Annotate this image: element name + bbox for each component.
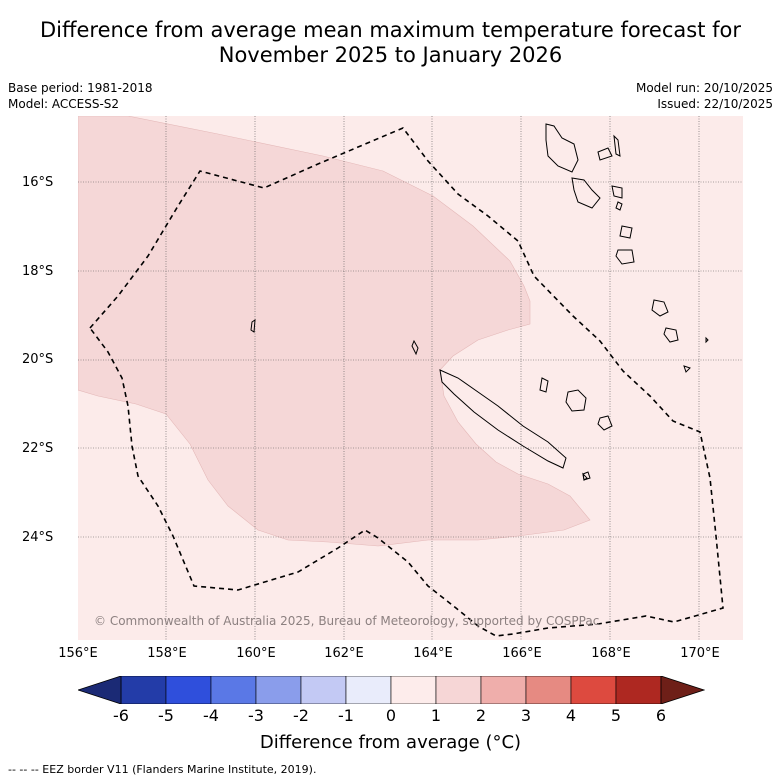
lon-label: 168°E (591, 646, 631, 661)
lat-label: 18°S (22, 264, 54, 279)
lat-label: 16°S (22, 175, 54, 190)
colorbar-tick: 0 (385, 706, 397, 725)
new-caledonia-grande-terre (439, 369, 567, 469)
lon-label: 160°E (236, 646, 276, 661)
map-title: Difference from average mean maximum tem… (0, 18, 781, 68)
colorbar-swatch (300, 676, 347, 704)
colorbar-tick: -5 (158, 706, 174, 725)
meta-left: Base period: 1981-2018 Model: ACCESS-S2 (8, 80, 153, 112)
colorbar-swatch (525, 676, 572, 704)
colorbar-tick: -4 (203, 706, 219, 725)
forecast-map (78, 116, 743, 640)
colorbar-tick: -6 (113, 706, 129, 725)
lat-label: 22°S (22, 441, 54, 456)
tanna (651, 299, 669, 317)
colorbar-swatch (255, 676, 302, 704)
malakula (571, 177, 601, 209)
colorbar-swatch (165, 676, 212, 704)
pentecost (613, 134, 621, 157)
colorbar (78, 676, 705, 704)
model-name: Model: ACCESS-S2 (8, 97, 120, 111)
lon-label: 158°E (147, 646, 187, 661)
meta-right: Model run: 20/10/2025 Issued: 22/10/2025 (636, 80, 773, 112)
colorbar-swatch (480, 676, 527, 704)
ambrym (611, 185, 623, 199)
colorbar-tick: 5 (610, 706, 622, 725)
colorbar-under-arrow (78, 676, 122, 704)
lifou-island (565, 389, 587, 412)
colorbar-swatches (120, 676, 662, 704)
efate (619, 225, 633, 239)
lat-label: 20°S (22, 352, 54, 367)
colorbar-swatch (570, 676, 617, 704)
maewo (597, 147, 613, 161)
mare-island (597, 415, 613, 431)
title-line-1: Difference from average mean maximum tem… (40, 18, 741, 42)
colorbar-tick: 4 (565, 706, 577, 725)
lon-label: 162°E (324, 646, 364, 661)
colorbar-tick: 2 (475, 706, 487, 725)
colorbar-tick: -2 (293, 706, 309, 725)
colorbar-tick: 3 (520, 706, 532, 725)
colorbar-tick: 6 (655, 706, 667, 725)
colorbar-tick: 1 (430, 706, 442, 725)
title-line-2: November 2025 to January 2026 (218, 43, 563, 67)
lat-label: 24°S (22, 530, 54, 545)
erromango (615, 249, 635, 265)
gridlines (78, 116, 743, 640)
epi-shepherd (615, 201, 623, 211)
lon-label: 156°E (58, 646, 98, 661)
ouvea-island (539, 377, 549, 393)
coastlines (250, 123, 709, 481)
colorbar-title: Difference from average (°C) (259, 732, 522, 753)
lon-label: 164°E (413, 646, 453, 661)
colorbar-swatch (210, 676, 257, 704)
belep-islands (411, 339, 419, 356)
aneityum (663, 327, 679, 343)
colorbar-tick: -3 (248, 706, 264, 725)
espiritu-santo (545, 123, 579, 173)
chesterfield-reef (250, 319, 256, 333)
eez-border (88, 127, 724, 637)
colorbar-tick: -1 (338, 706, 354, 725)
lon-label: 166°E (502, 646, 542, 661)
copyright-notice: © Commonwealth of Australia 2025, Bureau… (94, 614, 600, 628)
hunter-island (705, 336, 709, 344)
colorbar-swatch (615, 676, 662, 704)
issued-date: Issued: 22/10/2025 (657, 97, 773, 111)
model-run: Model run: 20/10/2025 (635, 81, 773, 95)
colorbar-swatch (435, 676, 482, 704)
colorbar-swatch (390, 676, 437, 704)
lon-label: 170°E (680, 646, 720, 661)
eez-footnote: -- -- -- EEZ border V11 (Flanders Marine… (8, 763, 317, 776)
walpole-island (582, 472, 588, 481)
colorbar-swatch (345, 676, 392, 704)
matthew-island (683, 365, 691, 373)
colorbar-swatch (120, 676, 167, 704)
anomaly-region-1-to-2 (78, 116, 591, 547)
colorbar-over-arrow (660, 676, 705, 704)
base-period: Base period: 1981-2018 (8, 81, 153, 95)
